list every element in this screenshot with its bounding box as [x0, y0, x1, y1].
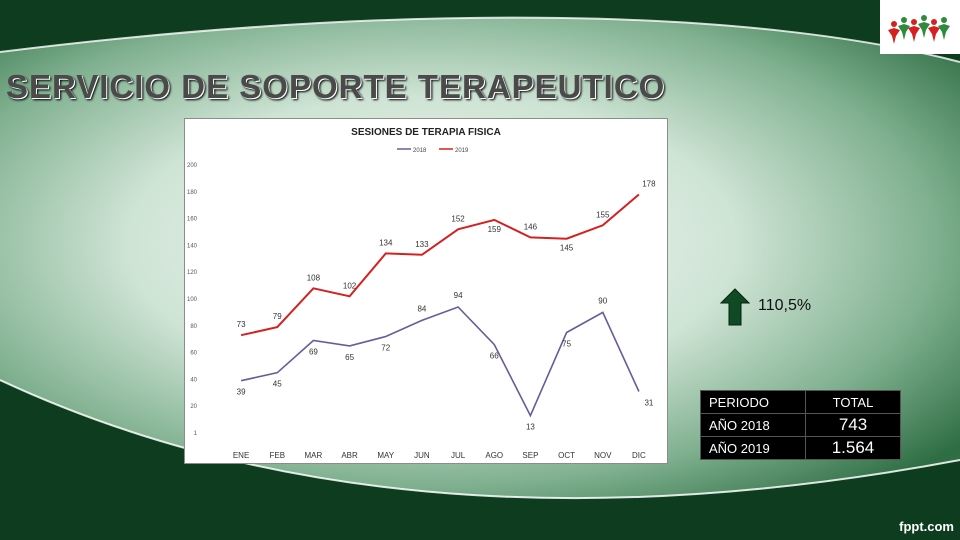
data-label: 159 — [488, 225, 502, 234]
data-label: 84 — [417, 304, 426, 313]
y-tick-label: 120 — [187, 270, 198, 276]
data-label: 146 — [524, 222, 538, 231]
data-label: 79 — [273, 312, 282, 321]
data-label: 66 — [490, 352, 499, 361]
y-tick-label: 180 — [187, 190, 198, 196]
x-tick-label: ABR — [341, 451, 358, 460]
x-tick-label: MAY — [377, 451, 394, 460]
slide-title: SERVICIO DE SOPORTE TERAPEUTICO — [6, 68, 666, 105]
data-label: 102 — [343, 281, 357, 290]
data-label: 69 — [309, 348, 318, 357]
y-tick-label: 1 — [194, 431, 198, 437]
data-label: 152 — [451, 214, 465, 223]
data-label: 155 — [596, 210, 610, 219]
row-total: 743 — [805, 413, 901, 437]
data-label: 73 — [237, 320, 246, 329]
row-total: 1.564 — [805, 436, 901, 460]
series-line-2019 — [240, 193, 640, 337]
up-arrow-icon — [719, 288, 751, 331]
chart-title: SESIONES DE TERAPIA FISICA — [351, 127, 501, 138]
legend-label-2019: 2019 — [455, 148, 469, 154]
y-tick-label: 140 — [187, 243, 198, 249]
group-of-people-logo — [880, 0, 960, 54]
chart-data-labels: 39 45 69 65 72 84 94 66 13 75 90 31 73 79 108 102 134 133… — [237, 179, 657, 431]
x-tick-label: NOV — [594, 451, 612, 460]
chart-legend: 2018 2019 — [397, 148, 469, 154]
x-tick-label: JUL — [451, 451, 466, 460]
y-tick-label: 160 — [187, 217, 198, 223]
data-label: 134 — [379, 238, 393, 247]
data-label: 178 — [642, 179, 656, 188]
table-row: AÑO 2019 1.564 — [700, 436, 901, 460]
data-label: 65 — [345, 353, 354, 362]
footer-brand: fppt.com — [899, 519, 954, 534]
legend-label-2018: 2018 — [413, 148, 427, 154]
row-period: AÑO 2019 — [700, 436, 806, 460]
y-tick-label: 100 — [187, 297, 198, 303]
x-tick-label: SEP — [522, 451, 538, 460]
x-tick-label: ENE — [233, 451, 249, 460]
header-total: TOTAL — [805, 390, 901, 414]
data-label: 94 — [454, 291, 463, 300]
data-label: 45 — [273, 380, 282, 389]
x-tick-label: AGO — [485, 451, 503, 460]
y-tick-label: 20 — [190, 404, 197, 410]
x-tick-label: DIC — [632, 451, 646, 460]
x-tick-label: JUN — [414, 451, 430, 460]
x-tick-label: OCT — [558, 451, 575, 460]
row-period: AÑO 2018 — [700, 413, 806, 437]
line-chart: SESIONES DE TERAPIA FISICA 2018 2019 1204… — [187, 127, 657, 460]
data-label: 90 — [598, 296, 607, 305]
series-line-2018 — [240, 306, 640, 418]
data-label: 72 — [381, 344, 390, 353]
y-tick-label: 60 — [190, 351, 197, 357]
chart-panel: SESIONES DE TERAPIA FISICA 2018 2019 1 20 4… — [184, 118, 668, 464]
y-tick-label: 40 — [190, 377, 197, 383]
data-label: 31 — [644, 398, 653, 407]
data-label: 75 — [562, 340, 571, 349]
data-label: 39 — [237, 388, 246, 397]
x-tick-label: FEB — [269, 451, 285, 460]
data-label: 145 — [560, 244, 574, 253]
y-tick-label: 200 — [187, 163, 198, 169]
x-tick-label: MAR — [305, 451, 323, 460]
bottom-decoration-band — [0, 379, 960, 540]
data-label: 13 — [526, 423, 535, 432]
data-label: 133 — [415, 240, 429, 249]
growth-percentage: 110,5% — [758, 297, 812, 314]
chart-series — [240, 193, 640, 418]
table-row: AÑO 2018 743 — [700, 413, 901, 437]
totals-table: PERIODO TOTAL AÑO 2018 743 AÑO 2019 1.56… — [700, 390, 901, 460]
header-periodo: PERIODO — [700, 390, 806, 414]
top-decoration-band — [0, 0, 960, 63]
data-label: 108 — [307, 273, 321, 282]
y-tick-label: 80 — [190, 324, 197, 330]
table-header-row: PERIODO TOTAL — [700, 390, 901, 414]
x-axis: ENE FEB MAR ABR MAY JUN JUL AGO SEP OCT NOV DIC — [233, 451, 646, 460]
